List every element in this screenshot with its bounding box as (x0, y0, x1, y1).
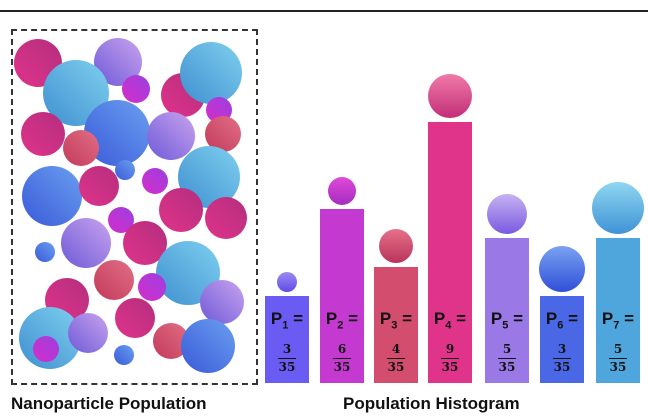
particle (79, 166, 119, 206)
bar-label-7: P7 = 5 35 (592, 309, 644, 374)
fraction-denominator: 35 (441, 360, 459, 375)
histogram-bar-1 (265, 296, 309, 383)
particle-icon-3 (379, 229, 413, 263)
particle (21, 112, 65, 156)
histogram-bar-3 (374, 267, 418, 383)
particle (156, 241, 220, 305)
particle-icon-5 (487, 194, 527, 234)
particle (181, 319, 235, 373)
particle (147, 112, 195, 160)
particle (68, 313, 108, 353)
probability-symbol: P4 = (433, 309, 467, 332)
particle-icon-6 (539, 246, 585, 292)
particle (43, 60, 109, 126)
particle (180, 42, 242, 104)
fraction-denominator: 35 (498, 360, 516, 375)
particle (84, 100, 150, 166)
fraction-bar (441, 358, 459, 360)
particle (35, 242, 55, 262)
particle (122, 75, 150, 103)
particle (205, 116, 241, 152)
fraction-denominator: 35 (278, 360, 296, 375)
particle (142, 168, 168, 194)
nanoparticle-population-panel (11, 29, 258, 385)
particle (63, 130, 99, 166)
particle (123, 221, 167, 265)
fraction-denominator: 35 (333, 360, 351, 375)
particle (108, 207, 134, 233)
particle (114, 345, 134, 365)
fraction-numerator: 9 (445, 342, 455, 357)
fraction-denominator: 35 (553, 360, 571, 375)
bar-label-1: P1 = 3 35 (261, 309, 313, 374)
fraction-bar (333, 358, 351, 360)
fraction-numerator: 3 (282, 342, 292, 357)
probability-symbol: P5 = (490, 309, 524, 332)
particle (159, 188, 203, 232)
histogram-bar-6 (540, 296, 584, 383)
fraction-denominator: 35 (387, 360, 405, 375)
histogram-bar-4 (428, 122, 472, 383)
particle (22, 166, 82, 226)
particle (94, 260, 134, 300)
probability-symbol: P2 = (325, 309, 359, 332)
fraction-numerator: 4 (391, 342, 401, 357)
particle (61, 218, 111, 268)
particle-icon-1 (277, 272, 297, 292)
fraction-bar (498, 358, 516, 360)
bar-label-6: P6 = 3 35 (536, 309, 588, 374)
fraction-bar (387, 358, 405, 360)
fraction-bar (278, 358, 296, 360)
particle-icon-7 (592, 182, 644, 234)
probability-symbol: P1 = (270, 309, 304, 332)
probability-symbol: P3 = (379, 309, 413, 332)
top-rule (0, 10, 648, 12)
bar-label-2: P2 = 6 35 (316, 309, 368, 374)
bar-label-3: P3 = 4 35 (370, 309, 422, 374)
particle (33, 336, 59, 362)
fraction-numerator: 5 (502, 342, 512, 357)
particle (115, 298, 155, 338)
fraction-numerator: 3 (557, 342, 567, 357)
fraction-bar (553, 358, 571, 360)
population-histogram-caption: Population Histogram (343, 394, 520, 413)
particle (153, 323, 189, 359)
particle (200, 280, 244, 324)
fraction-bar (609, 358, 627, 360)
particle-icon-2 (328, 177, 356, 205)
bar-label-4: P4 = 9 35 (424, 309, 476, 374)
nanoparticle-population-caption: Nanoparticle Population (11, 394, 207, 413)
particle (138, 273, 166, 301)
probability-symbol: P7 = (601, 309, 635, 332)
fraction-numerator: 5 (613, 342, 623, 357)
fraction-denominator: 35 (609, 360, 627, 375)
probability-symbol: P6 = (545, 309, 579, 332)
bar-label-5: P5 = 5 35 (481, 309, 533, 374)
particle (115, 160, 135, 180)
particle (205, 197, 247, 239)
fraction-numerator: 6 (337, 342, 347, 357)
particle (94, 38, 142, 86)
particle-icon-4 (428, 74, 472, 118)
particle-group (14, 38, 247, 373)
histogram-bar-2 (320, 209, 364, 383)
